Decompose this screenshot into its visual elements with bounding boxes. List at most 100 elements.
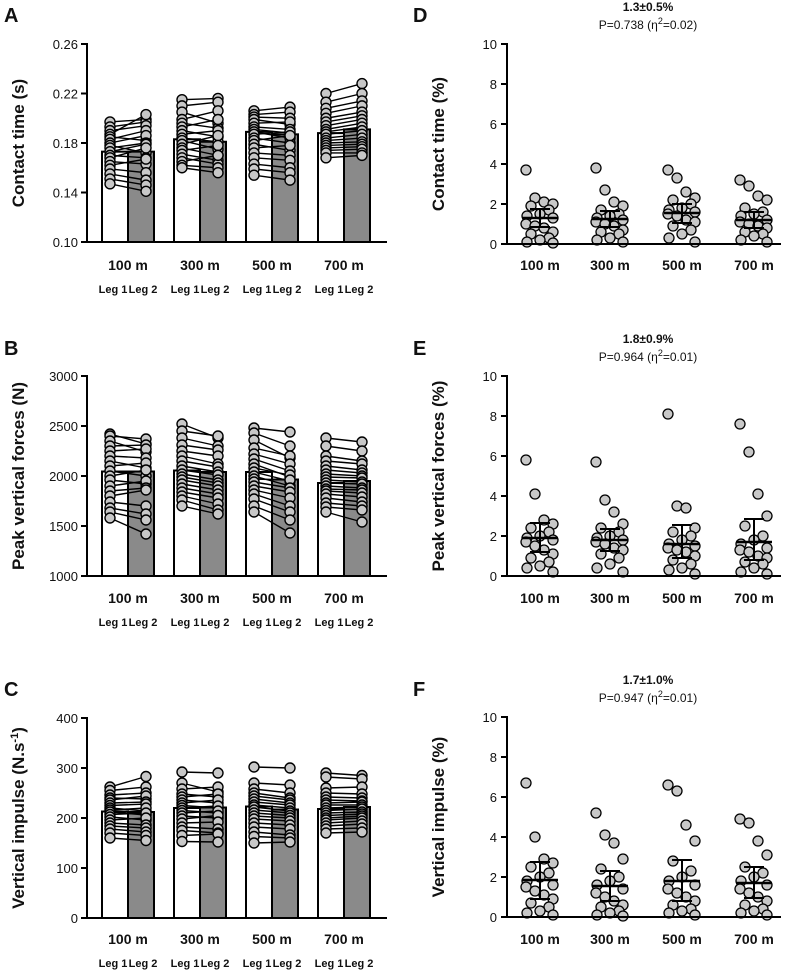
panel-letter: F xyxy=(413,679,425,701)
category-label: 700 m xyxy=(324,931,364,947)
pair-line xyxy=(253,111,291,116)
data-point xyxy=(663,232,675,244)
pair-line xyxy=(325,799,363,802)
pair-line xyxy=(325,479,363,483)
pair-line xyxy=(253,815,291,819)
group-300m xyxy=(173,418,227,577)
group-100m xyxy=(520,454,559,578)
pair-line xyxy=(181,118,219,128)
pair-line xyxy=(253,174,291,181)
pair-line xyxy=(181,840,219,843)
pair-line xyxy=(181,810,219,814)
pair-line xyxy=(253,131,291,136)
data-point xyxy=(599,184,611,196)
pair-line xyxy=(325,469,363,474)
data-point xyxy=(761,879,773,891)
group-500m xyxy=(245,761,299,919)
pair-line xyxy=(325,111,363,119)
pair-line xyxy=(253,489,291,499)
y-tick-label: 0 xyxy=(490,910,497,925)
data-point xyxy=(604,558,616,570)
category-label: 500 m xyxy=(662,257,702,273)
pair-line xyxy=(253,157,291,162)
point-leg2 xyxy=(356,149,368,162)
pair-line xyxy=(253,137,291,144)
stat-line: P=0.738 (η2=0.02) xyxy=(599,16,697,32)
pair-line xyxy=(109,462,147,467)
data-point xyxy=(543,556,555,568)
data-point xyxy=(590,807,602,819)
data-point xyxy=(667,554,679,566)
leg1-label: Leg 1 xyxy=(315,284,344,296)
point-leg2 xyxy=(284,762,296,774)
pair-line xyxy=(325,143,363,147)
y-tick-label: 2 xyxy=(490,870,497,885)
pair-line xyxy=(325,154,363,159)
data-point xyxy=(525,552,537,564)
pair-line xyxy=(325,776,363,780)
stat-line: P=0.964 (η2=0.01) xyxy=(599,348,697,364)
stat-sup: 2 xyxy=(658,689,663,699)
data-point xyxy=(662,408,674,420)
pair-line xyxy=(325,482,363,485)
group-700m xyxy=(734,813,773,921)
point-leg2 xyxy=(284,836,296,848)
pair-line xyxy=(109,487,147,492)
y-tick-label: 4 xyxy=(490,157,497,172)
y-tick-label: 0.22 xyxy=(53,87,78,102)
data-point xyxy=(743,180,755,192)
pair-line xyxy=(325,100,363,110)
data-point xyxy=(662,164,674,176)
pair-line xyxy=(109,113,147,135)
data-point xyxy=(608,196,620,208)
data-point xyxy=(599,829,611,841)
leg1-label: Leg 1 xyxy=(315,958,344,970)
pair-line xyxy=(325,437,363,443)
data-point xyxy=(608,837,620,849)
data-point xyxy=(680,186,692,198)
pair-line xyxy=(325,813,363,817)
group-300m xyxy=(590,807,629,922)
pair-line xyxy=(253,835,291,839)
pair-line xyxy=(253,812,291,817)
pair-line xyxy=(181,495,219,505)
pair-line xyxy=(325,806,363,809)
point-leg2 xyxy=(140,484,152,496)
data-point xyxy=(685,530,697,542)
group-700m xyxy=(734,418,773,580)
data-point xyxy=(752,835,764,847)
pair-line xyxy=(253,766,291,769)
pair-line xyxy=(109,124,147,132)
pair-line xyxy=(253,481,291,489)
leg2-label: Leg 2 xyxy=(129,284,158,296)
y-axis-label: Peak vertical forces (%) xyxy=(429,381,448,572)
data-point xyxy=(671,544,683,556)
pair-line xyxy=(325,82,363,95)
pair-line xyxy=(109,440,147,453)
panel-letter: C xyxy=(4,679,18,701)
summary-title: 1.7±1.0% xyxy=(623,673,674,687)
pair-line xyxy=(253,826,291,830)
data-point xyxy=(525,522,537,534)
point-leg2 xyxy=(140,185,152,197)
data-point xyxy=(595,863,607,875)
pair-line xyxy=(109,435,147,440)
pair-line xyxy=(109,807,147,811)
pair-line xyxy=(181,469,219,476)
pair-line xyxy=(253,809,291,814)
data-point xyxy=(534,560,546,572)
pair-line xyxy=(181,805,219,809)
pair-line xyxy=(253,467,291,476)
data-point xyxy=(529,488,541,500)
leg1-label: Leg 1 xyxy=(243,958,272,970)
group-500m xyxy=(662,164,701,248)
data-point xyxy=(590,536,602,548)
y-tick-label: 0.26 xyxy=(53,37,78,52)
pair-line xyxy=(253,505,291,521)
pair-line xyxy=(325,148,363,152)
group-100m xyxy=(101,770,155,919)
pair-line xyxy=(181,122,219,129)
data-point xyxy=(547,879,559,891)
pair-line xyxy=(109,455,147,459)
pair-line xyxy=(253,806,291,812)
